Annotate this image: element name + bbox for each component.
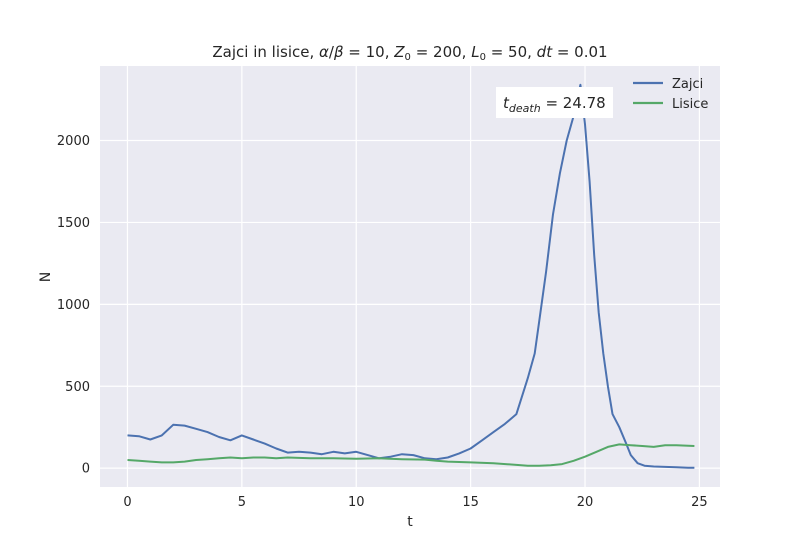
x-tick-label: 0 xyxy=(123,495,131,510)
y-tick-label: 0 xyxy=(82,462,90,477)
legend: Zajci Lisice xyxy=(633,77,708,112)
x-axis-label: t xyxy=(407,514,413,530)
y-tick-label: 1000 xyxy=(57,298,90,313)
y-tick-labels: 0 500 1000 1500 2000 xyxy=(57,134,90,477)
annotation-text: tdeath = 24.78 xyxy=(503,94,606,115)
y-tick-label: 1500 xyxy=(57,216,90,231)
legend-label-zajci: Zajci xyxy=(672,77,703,92)
series-line-zajci xyxy=(127,83,695,469)
y-tick-label: 500 xyxy=(65,380,90,395)
x-tick-label: 5 xyxy=(238,495,246,510)
y-tick-label: 2000 xyxy=(57,134,90,149)
x-tick-label: 20 xyxy=(577,495,594,510)
legend-label-lisice: Lisice xyxy=(672,97,708,112)
x-tick-label: 10 xyxy=(348,495,365,510)
series-layer xyxy=(127,83,695,469)
x-tick-labels: 0 5 10 15 20 25 xyxy=(123,495,707,510)
grid xyxy=(100,66,720,487)
death-time-annotation: tdeath = 24.78 xyxy=(496,87,613,118)
x-tick-label: 15 xyxy=(462,495,479,510)
series-line-lisice xyxy=(127,443,695,467)
annotation-box xyxy=(496,87,613,118)
y-axis-label: N xyxy=(38,272,54,282)
x-tick-label: 25 xyxy=(691,495,708,510)
plot-area xyxy=(100,66,720,487)
chart-title: Zajci in lisice, α/β = 10, Z0 = 200, L0 … xyxy=(212,43,607,63)
